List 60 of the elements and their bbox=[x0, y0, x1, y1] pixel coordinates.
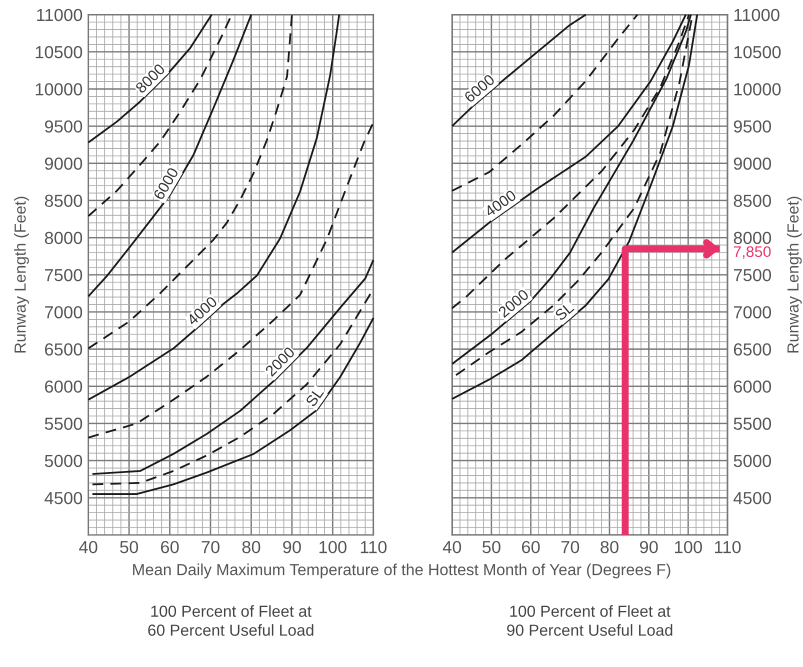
y-tick-label: 7500 bbox=[45, 268, 82, 282]
x-axis-title: Mean Daily Maximum Temperature of the Hottest Month of Year (Degrees F) bbox=[133, 564, 670, 578]
y-tick-label: 8500 bbox=[44, 194, 82, 207]
x-tick-label: 80 bbox=[242, 540, 260, 554]
line-series bbox=[87, 14, 252, 298]
y2-tick-label: 9500 bbox=[734, 120, 772, 133]
text: 7,850 bbox=[734, 246, 771, 259]
x-tick-label: 80 bbox=[600, 540, 618, 554]
y-tick-label: 7000 bbox=[45, 306, 82, 318]
y-tick-label: 5000 bbox=[44, 454, 82, 468]
x-tick-label: 110 bbox=[360, 540, 387, 554]
line-series bbox=[91, 259, 374, 475]
line-series bbox=[87, 14, 213, 144]
x-tick-label: 90 bbox=[640, 540, 658, 554]
y-tick-label: 9000 bbox=[44, 157, 82, 170]
y2-tick-label: 11000 bbox=[734, 8, 780, 22]
y-tick-label: 8000 bbox=[44, 232, 82, 244]
x-tick-label: 50 bbox=[120, 540, 138, 554]
y2-tick-label: 5000 bbox=[734, 454, 772, 468]
y2-tick-label: 6500 bbox=[734, 343, 772, 356]
x-tick-label: 110 bbox=[715, 540, 741, 554]
y2-tick-label: 7000 bbox=[734, 306, 772, 318]
x-tick-label: 40 bbox=[79, 540, 98, 554]
y-tick-label: 5500 bbox=[44, 418, 82, 430]
y2-tick-label: 8000 bbox=[734, 232, 772, 244]
x-tick-label: 70 bbox=[202, 540, 220, 554]
y2-axis-title: Runway Length (Feet) bbox=[786, 196, 802, 353]
x-tick-label: 50 bbox=[482, 540, 500, 554]
y2-tick-label: 4500 bbox=[733, 492, 772, 504]
y-tick-label: 6000 bbox=[45, 380, 82, 393]
y2-tick-label: 7500 bbox=[734, 268, 772, 282]
x-tick-label: 60 bbox=[522, 540, 540, 554]
x-tick-label: 90 bbox=[283, 540, 301, 554]
y2-tick-label: 5500 bbox=[734, 418, 772, 430]
x-tick-label: 100 bbox=[675, 540, 702, 554]
x-tick-label: 70 bbox=[561, 540, 580, 554]
x-tick-label: 60 bbox=[161, 540, 179, 554]
y-tick-label: 9500 bbox=[44, 120, 82, 133]
x-tick-label: 100 bbox=[320, 540, 346, 554]
text: 100 Percent of Fleet at 90 Percent Useful Load bbox=[507, 605, 672, 636]
y-tick-label: 6500 bbox=[45, 343, 82, 356]
x-tick-label: 40 bbox=[442, 540, 462, 554]
y-tick-label: 11000 bbox=[37, 8, 82, 22]
line-series bbox=[451, 14, 587, 128]
y-tick-label: 10000 bbox=[36, 83, 82, 96]
y2-tick-label: 9000 bbox=[734, 157, 772, 170]
text: 4000 bbox=[484, 189, 517, 218]
text: SL bbox=[305, 386, 324, 408]
y-tick-label: 10500 bbox=[36, 46, 82, 58]
line-series bbox=[87, 14, 293, 350]
line-series bbox=[451, 14, 638, 192]
y2-tick-label: 8500 bbox=[734, 194, 772, 207]
y2-tick-label: 10000 bbox=[734, 83, 781, 96]
text: 100 Percent of Fleet at 60 Percent Useful Load bbox=[148, 605, 314, 636]
y2-tick-label: 10500 bbox=[734, 46, 781, 58]
y-axis-title: Runway Length (Feet) bbox=[14, 196, 29, 353]
y-tick-label: 4500 bbox=[44, 492, 82, 504]
y2-tick-label: 6000 bbox=[734, 380, 772, 393]
text: SL bbox=[554, 302, 575, 322]
line-series bbox=[87, 122, 374, 438]
